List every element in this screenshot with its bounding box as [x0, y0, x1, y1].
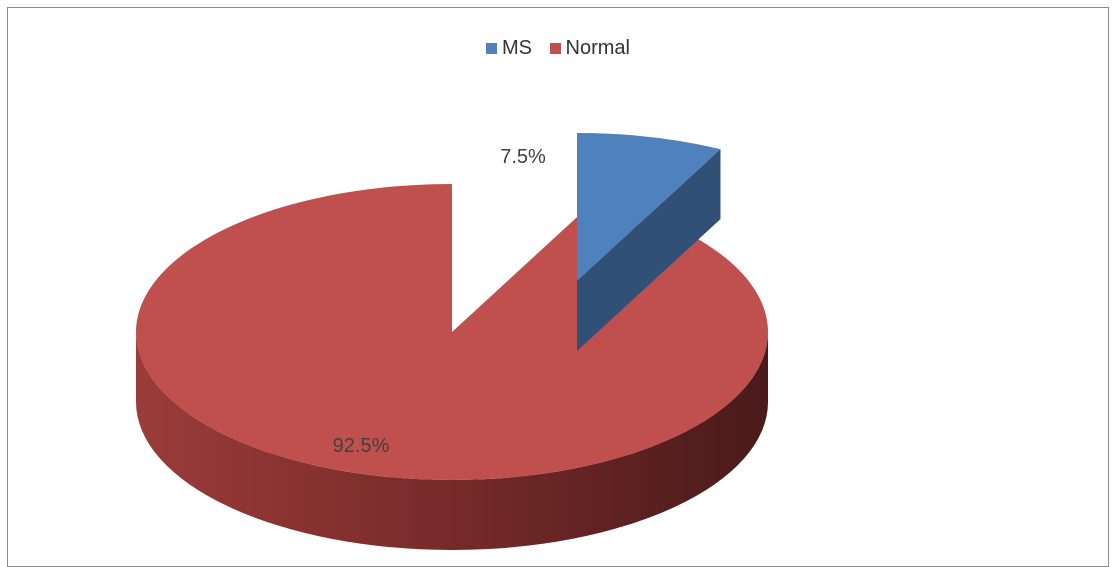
legend-item-normal: Normal — [549, 36, 630, 60]
slice-ms — [577, 133, 721, 281]
slice-side-normal — [136, 332, 768, 550]
chart-legend: MS Normal — [0, 36, 1116, 60]
legend-item-ms: MS — [485, 36, 532, 60]
data-label-ms: 7.5% — [500, 146, 546, 168]
data-label-normal: 92.5% — [333, 435, 390, 457]
legend-swatch-ms — [485, 42, 497, 54]
slice-wall-ms — [577, 149, 721, 351]
legend-label-ms: MS — [501, 37, 532, 59]
legend-label-normal: Normal — [565, 37, 630, 59]
legend-swatch-normal — [549, 42, 561, 54]
